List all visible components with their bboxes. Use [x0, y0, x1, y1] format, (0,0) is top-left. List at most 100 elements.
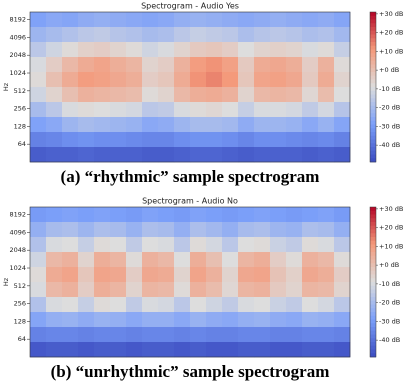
colorbar-step [370, 87, 376, 92]
colorbar-step [370, 252, 376, 257]
heatmap-cell [206, 222, 223, 238]
heatmap-cell [270, 72, 287, 88]
heatmap-cell [94, 282, 111, 298]
heatmap-cell [158, 42, 175, 58]
heatmap-cell [158, 132, 175, 148]
colorbar-step [370, 75, 376, 80]
heatmap-cell [62, 327, 79, 343]
heatmap-cell [254, 147, 271, 163]
heatmap-cell [334, 57, 351, 73]
heatmap-cell [62, 72, 79, 88]
heatmap-cell [238, 102, 255, 118]
colorbar-step [370, 158, 376, 163]
heatmap-cell [110, 342, 127, 358]
heatmap-cell [94, 207, 111, 223]
colorbar-step [370, 263, 376, 268]
heatmap-cell [78, 57, 95, 73]
heatmap-cell [270, 342, 287, 358]
heatmap-cell [206, 57, 223, 73]
heatmap-cell [174, 117, 191, 133]
heatmap-cell [142, 267, 159, 283]
heatmap-cell [94, 117, 111, 133]
heatmap-cell [318, 327, 335, 343]
heatmap-cell [334, 327, 351, 343]
heatmap-cell [174, 12, 191, 28]
colorbar-tick-label: +10 dB [379, 242, 403, 250]
heatmap-cell [190, 87, 207, 103]
heatmap-cell [206, 207, 223, 223]
heatmap-cell [46, 267, 63, 283]
heatmap-cell [174, 282, 191, 298]
heatmap-cell [78, 267, 95, 283]
heatmap-cell [270, 57, 287, 73]
heatmap-cell [238, 132, 255, 148]
heatmap-cell [126, 327, 143, 343]
heatmap-cell [94, 132, 111, 148]
heatmap-cell [270, 282, 287, 298]
colorbar-step [370, 278, 376, 283]
heatmap-cell [270, 42, 287, 58]
heatmap-cell [254, 222, 271, 238]
heatmap-cell [78, 222, 95, 238]
heatmap-cell [206, 132, 223, 148]
colorbar-step [370, 345, 376, 350]
colorbar-step [370, 282, 376, 287]
colorbar-step [370, 315, 376, 320]
colorbar-step [370, 338, 376, 343]
colorbar-step [370, 312, 376, 317]
heatmap-cell [286, 132, 303, 148]
y-tick-label: 256 [14, 300, 26, 308]
heatmap-cell [94, 297, 111, 313]
colorbar-step [370, 147, 376, 152]
colorbar-step [370, 207, 376, 212]
heatmap-cell [334, 12, 351, 28]
heatmap-cell [286, 102, 303, 118]
plot-frame [29, 206, 351, 358]
heatmap-cell [334, 342, 351, 358]
heatmap-cell [46, 237, 63, 253]
heatmap-cell [110, 297, 127, 313]
heatmap-cell [174, 87, 191, 103]
heatmap-cell [158, 297, 175, 313]
heatmap-cell [254, 42, 271, 58]
colorbar-tick-label: +0 dB [379, 261, 399, 269]
colorbar-step [370, 68, 376, 73]
heatmap-cell [238, 147, 255, 163]
colorbar-step [370, 342, 376, 347]
heatmap-cell [270, 12, 287, 28]
heatmap-cell [46, 222, 63, 238]
y-tick-label: 1024 [9, 69, 26, 77]
heatmap-cell [270, 87, 287, 103]
heatmap-cell [286, 312, 303, 328]
y-tick-label: 2048 [9, 51, 26, 59]
heatmap-cell [254, 207, 271, 223]
heatmap-cell [206, 27, 223, 43]
colorbar-step [370, 210, 376, 215]
heatmap-cell [206, 72, 223, 88]
colorbar-step [370, 128, 376, 133]
heatmap-cell [190, 267, 207, 283]
heatmap-cell [158, 312, 175, 328]
heatmap-cell [334, 102, 351, 118]
heatmap-cell [206, 102, 223, 118]
heatmap-cell [142, 207, 159, 223]
heatmap-cell [126, 267, 143, 283]
heatmap-cell [158, 57, 175, 73]
heatmap-cell [222, 57, 239, 73]
heatmap-cell [302, 102, 319, 118]
heatmap-cell [334, 237, 351, 253]
heatmap-cell [334, 252, 351, 268]
heatmap-cell [286, 267, 303, 283]
heatmap-cell [302, 87, 319, 103]
heatmap-cell [142, 12, 159, 28]
colorbar-step [370, 327, 376, 332]
colorbar-step [370, 34, 376, 39]
heatmap-cell [254, 327, 271, 343]
heatmap-cell [334, 222, 351, 238]
heatmap-cell [30, 207, 47, 223]
colorbar-step [370, 53, 376, 58]
heatmap-cell [318, 57, 335, 73]
heatmap-cell [222, 132, 239, 148]
heatmap-cell [302, 27, 319, 43]
